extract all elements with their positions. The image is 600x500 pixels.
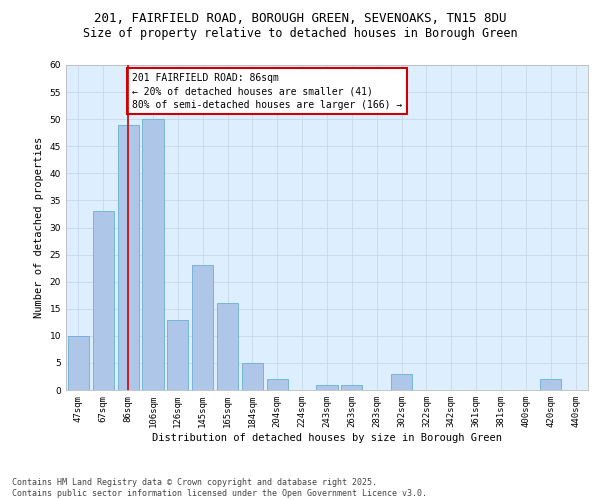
- Text: 201, FAIRFIELD ROAD, BOROUGH GREEN, SEVENOAKS, TN15 8DU: 201, FAIRFIELD ROAD, BOROUGH GREEN, SEVE…: [94, 12, 506, 26]
- Text: 201 FAIRFIELD ROAD: 86sqm
← 20% of detached houses are smaller (41)
80% of semi-: 201 FAIRFIELD ROAD: 86sqm ← 20% of detac…: [132, 73, 402, 110]
- Bar: [540, 379, 561, 390]
- Bar: [118, 124, 139, 390]
- Bar: [142, 119, 164, 390]
- Bar: [391, 374, 412, 390]
- Y-axis label: Number of detached properties: Number of detached properties: [34, 137, 44, 318]
- Bar: [316, 384, 338, 390]
- Bar: [242, 363, 263, 390]
- Text: Contains HM Land Registry data © Crown copyright and database right 2025.
Contai: Contains HM Land Registry data © Crown c…: [12, 478, 427, 498]
- Bar: [341, 384, 362, 390]
- Bar: [217, 304, 238, 390]
- Text: Size of property relative to detached houses in Borough Green: Size of property relative to detached ho…: [83, 28, 517, 40]
- Bar: [167, 320, 188, 390]
- Bar: [192, 266, 213, 390]
- X-axis label: Distribution of detached houses by size in Borough Green: Distribution of detached houses by size …: [152, 432, 502, 442]
- Bar: [267, 379, 288, 390]
- Bar: [93, 211, 114, 390]
- Bar: [68, 336, 89, 390]
